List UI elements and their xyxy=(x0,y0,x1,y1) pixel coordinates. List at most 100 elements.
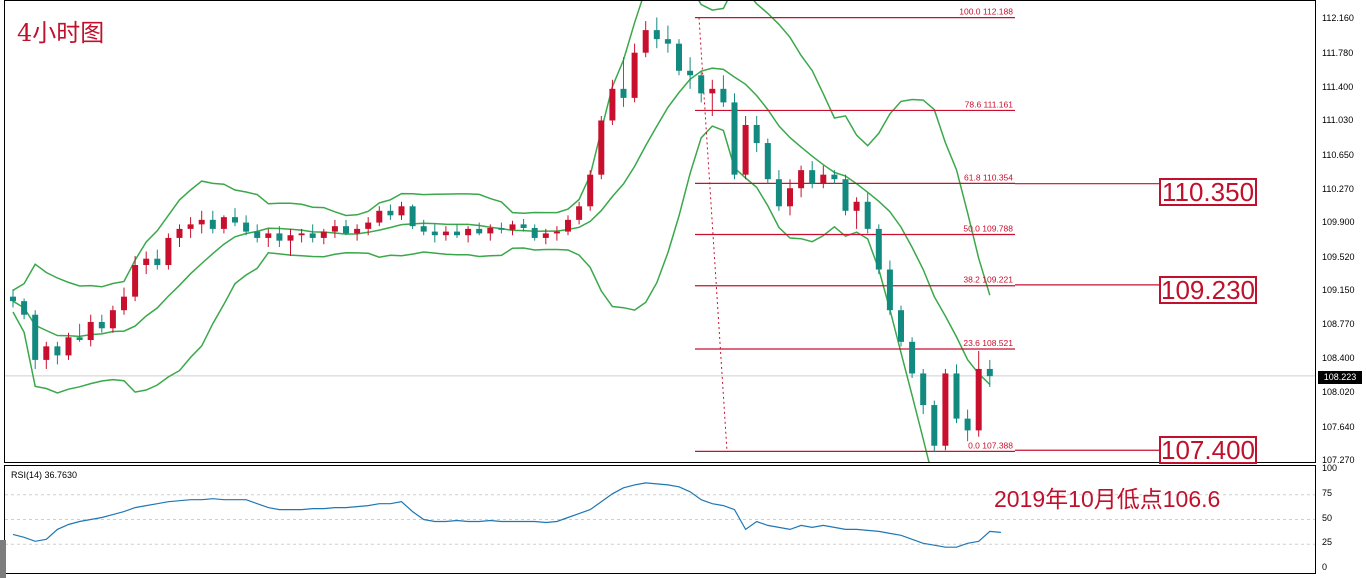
price-tick-label: 108.020 xyxy=(1322,387,1355,398)
candle-body xyxy=(276,233,283,241)
candle-body xyxy=(165,237,172,266)
candle-body xyxy=(232,217,238,223)
fib-label-6: 0.0 107.388 xyxy=(968,440,1013,450)
candle-body xyxy=(387,210,394,216)
candle-body xyxy=(809,170,816,184)
rsi-annotation: 2019年10月低点106.6 xyxy=(994,486,1221,512)
candle-body xyxy=(620,88,627,98)
candle-body xyxy=(798,170,805,189)
candle-body xyxy=(920,373,927,406)
candle-body xyxy=(942,373,949,446)
candle-body xyxy=(265,233,272,238)
price-tick-label: 107.640 xyxy=(1322,421,1355,432)
candle-body xyxy=(742,124,749,175)
candle-body xyxy=(553,231,560,234)
candle-body xyxy=(886,269,893,311)
rsi-tick-label: 100 xyxy=(1322,463,1338,473)
candle-body xyxy=(32,314,39,360)
candle-body xyxy=(842,179,849,211)
candle-body xyxy=(132,265,139,297)
candle-body xyxy=(698,75,705,94)
candle-body xyxy=(609,88,616,121)
candle-body xyxy=(587,174,594,207)
band-lower xyxy=(12,125,930,462)
candle-body xyxy=(820,174,827,184)
candle-body xyxy=(498,227,505,230)
candle-body xyxy=(565,219,571,232)
candle-body xyxy=(65,337,72,356)
rsi-tick-label: 0 xyxy=(1322,562,1328,572)
fib-label-1: 78.6 111.161 xyxy=(965,99,1014,109)
candle-body xyxy=(909,341,916,374)
rsi-panel: RSI(14) 36.7630 2019年10月低点106.6 xyxy=(4,465,1316,574)
candle-body xyxy=(198,219,205,225)
candle-body xyxy=(764,143,771,180)
fib-label-4: 38.2 109.221 xyxy=(963,275,1013,285)
level-box-110350: 110.350 xyxy=(1159,178,1257,206)
candle-body xyxy=(931,405,938,446)
candlestick-chart: 100.0 112.188 78.6 111.161 61.8 110.354 50.… xyxy=(5,1,1315,462)
candle-body xyxy=(454,231,460,236)
candle-body xyxy=(775,179,782,207)
candle-body xyxy=(176,228,183,238)
rsi-tick-label: 75 xyxy=(1322,487,1333,498)
candle-body xyxy=(720,88,727,103)
candle-body xyxy=(21,301,28,315)
candle-body xyxy=(287,235,294,241)
chart-title: 4小时图 xyxy=(17,19,105,47)
candle-body xyxy=(642,30,649,53)
candle-body xyxy=(98,321,105,329)
candle-body xyxy=(653,30,660,40)
candle-body xyxy=(753,124,760,144)
rsi-chart xyxy=(5,482,1315,548)
scroll-handle[interactable] xyxy=(0,540,6,578)
fib-label-3: 50.0 109.788 xyxy=(963,223,1013,233)
candle-body xyxy=(187,224,194,229)
current-price-tag: 108.223 xyxy=(1318,371,1362,384)
candle-body xyxy=(731,102,738,175)
candle-body xyxy=(254,231,261,238)
fib-label-0: 100.0 112.188 xyxy=(959,7,1013,17)
candle-body xyxy=(476,228,483,234)
price-tick-label: 109.150 xyxy=(1322,285,1355,296)
candle-body xyxy=(964,418,971,431)
level-box-109230: 109.230 xyxy=(1159,276,1257,304)
candle-body xyxy=(531,227,538,238)
price-tick-label: 109.520 xyxy=(1322,251,1355,262)
candle-body xyxy=(309,233,316,238)
candle-body xyxy=(465,228,472,236)
candle-body xyxy=(576,206,583,220)
rsi-indicator-label: RSI(14) 36.7630 xyxy=(11,470,78,480)
candle-body xyxy=(376,210,383,223)
candle-body xyxy=(431,231,438,236)
candle-body xyxy=(631,52,638,98)
candle-body xyxy=(598,120,605,175)
candle-body xyxy=(520,224,527,228)
candle-body xyxy=(875,228,882,270)
fib-label-2: 61.8 110.354 xyxy=(964,172,1013,182)
main-chart-panel: 100.0 112.188 78.6 111.161 61.8 110.354 50.… xyxy=(4,0,1316,463)
candle-body xyxy=(10,296,16,302)
candle-body xyxy=(54,346,61,356)
candle-body xyxy=(109,310,116,329)
candle-body xyxy=(442,231,449,236)
candle-body xyxy=(853,201,860,211)
candle-body xyxy=(320,231,327,238)
candle-body xyxy=(953,373,960,419)
candle-body xyxy=(243,222,250,232)
price-tick-label: 111.030 xyxy=(1322,115,1354,126)
price-tick-label: 108.400 xyxy=(1322,352,1355,363)
candle-body xyxy=(787,188,793,207)
candle-body xyxy=(343,226,349,234)
candle-body xyxy=(87,321,94,341)
candle-body xyxy=(154,258,161,266)
candle-body xyxy=(121,296,127,311)
candle-body xyxy=(986,368,993,377)
candle-body xyxy=(676,43,682,71)
price-tick-label: 110.650 xyxy=(1322,149,1354,160)
candle-body xyxy=(298,233,305,236)
candle-body xyxy=(898,310,904,342)
candle-body xyxy=(687,70,694,76)
candle-body xyxy=(398,206,405,216)
candle-body xyxy=(664,39,671,44)
